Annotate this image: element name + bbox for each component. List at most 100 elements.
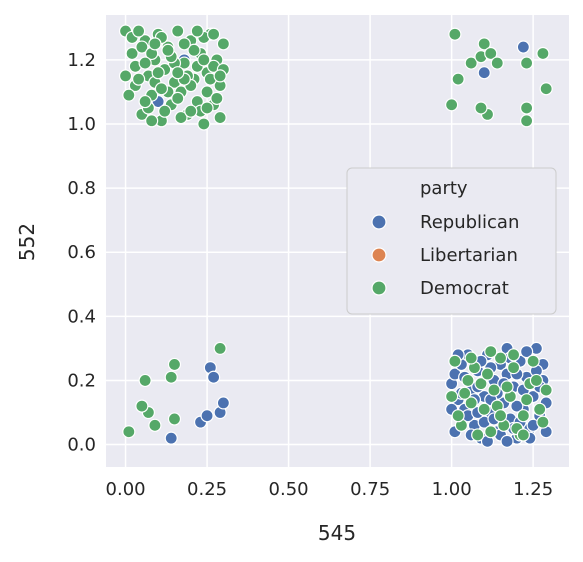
data-point-democrat (148, 418, 162, 432)
data-point-democrat (487, 383, 501, 397)
data-point-democrat (445, 98, 459, 112)
data-point-democrat (161, 43, 175, 57)
x-axis-label: 545 (318, 521, 356, 545)
data-points (118, 24, 553, 448)
data-point-democrat (474, 101, 488, 115)
x-tick-label: 0.75 (350, 479, 390, 500)
data-point-democrat (464, 351, 478, 365)
data-point-democrat (533, 402, 547, 416)
data-point-democrat (174, 110, 188, 125)
legend-marker-democrat (371, 280, 387, 296)
data-point-democrat (177, 37, 191, 51)
data-point-democrat (200, 101, 214, 115)
x-tick-labels: 0.00 0.25 0.50 0.75 1.00 1.25 (106, 479, 554, 500)
data-point-democrat (493, 409, 508, 423)
y-tick-label: 0.6 (67, 242, 96, 263)
data-point-democrat (520, 114, 534, 128)
data-point-democrat (448, 354, 462, 368)
data-point-democrat (213, 69, 227, 83)
data-point-democrat (506, 348, 521, 362)
x-tick-label: 0.00 (106, 479, 146, 500)
data-point-democrat (171, 91, 185, 105)
data-point-democrat (216, 37, 230, 51)
data-point-republican (516, 40, 530, 54)
legend-label-republican: Republican (420, 212, 519, 233)
data-point-democrat (480, 367, 495, 381)
data-point-democrat (187, 43, 201, 57)
data-point-democrat (171, 24, 185, 38)
data-point-democrat (458, 386, 472, 400)
data-point-democrat (471, 428, 485, 442)
data-point-democrat (451, 409, 465, 423)
x-tick-label: 0.25 (187, 479, 227, 500)
data-point-democrat (484, 344, 498, 359)
data-point-democrat (135, 40, 149, 54)
data-point-democrat (132, 72, 146, 86)
legend-label-libertarian: Libertarian (420, 245, 518, 266)
data-point-democrat (190, 24, 204, 38)
data-point-democrat (145, 114, 159, 128)
data-point-democrat (213, 341, 227, 355)
data-point-republican (200, 409, 214, 423)
y-tick-label: 0.8 (67, 178, 96, 199)
legend-frame (346, 167, 557, 315)
data-point-democrat (122, 88, 136, 102)
data-point-democrat (529, 373, 543, 388)
y-tick-label: 0.0 (67, 435, 96, 456)
data-point-democrat (125, 46, 139, 61)
x-tick-label: 0.50 (269, 479, 309, 500)
data-point-democrat (520, 101, 534, 115)
data-point-democrat (138, 56, 152, 70)
data-point-republican (510, 399, 524, 413)
data-point-democrat (148, 37, 162, 51)
data-point-democrat (526, 354, 540, 368)
y-tick-labels: 0.0 0.2 0.4 0.6 0.8 1.0 1.2 (67, 50, 96, 456)
data-point-democrat (158, 104, 172, 118)
legend-title: party (420, 178, 468, 199)
data-point-democrat (500, 380, 514, 394)
data-point-democrat (516, 428, 530, 442)
data-point-democrat (210, 91, 224, 105)
data-point-democrat (464, 56, 478, 70)
data-point-democrat (484, 425, 498, 439)
data-point-democrat (536, 46, 550, 61)
y-tick-label: 0.2 (67, 370, 96, 391)
data-point-democrat (200, 85, 214, 99)
data-point-democrat (213, 110, 227, 125)
data-point-democrat (135, 399, 149, 413)
data-point-democrat (539, 82, 553, 96)
data-point-republican (500, 434, 514, 448)
data-point-democrat (132, 24, 146, 38)
data-point-republican (216, 396, 230, 410)
data-point-democrat (184, 104, 198, 118)
data-point-democrat (484, 46, 498, 61)
data-point-democrat (536, 415, 550, 429)
legend: party Republican Libertarian Democrat (346, 167, 557, 315)
data-point-republican (206, 370, 221, 384)
legend-marker-republican (371, 214, 387, 230)
x-tick-label: 1.25 (513, 479, 553, 500)
data-point-democrat (448, 27, 462, 41)
legend-marker-libertarian (371, 247, 387, 263)
y-tick-label: 1.0 (67, 114, 96, 135)
x-tick-label: 1.00 (432, 479, 472, 500)
data-point-democrat (464, 396, 478, 410)
y-axis-label: 552 (15, 223, 39, 261)
data-point-democrat (520, 56, 534, 70)
data-point-democrat (151, 66, 165, 80)
data-point-republican (164, 431, 178, 445)
legend-label-democrat: Democrat (420, 278, 509, 299)
y-tick-label: 1.2 (67, 50, 96, 71)
data-point-democrat (138, 94, 152, 109)
data-point-democrat (154, 82, 169, 96)
data-point-democrat (164, 370, 178, 384)
data-point-democrat (477, 37, 491, 51)
data-point-democrat (122, 425, 136, 439)
data-point-democrat (506, 361, 521, 375)
data-point-democrat (197, 53, 211, 67)
data-point-democrat (520, 393, 534, 407)
data-point-democrat (167, 357, 182, 372)
y-tick-label: 0.4 (67, 306, 96, 327)
data-point-democrat (206, 27, 221, 41)
